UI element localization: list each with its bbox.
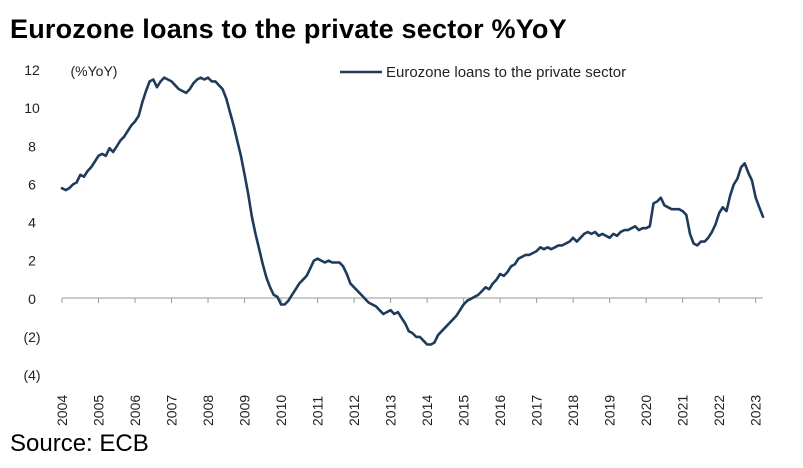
y-tick-label: (2) <box>23 329 40 345</box>
chart-title: Eurozone loans to the private sector %Yo… <box>10 14 567 44</box>
y-tick-label: 2 <box>28 253 36 269</box>
x-tick-label: 2014 <box>419 395 435 426</box>
x-tick-label: 2019 <box>602 395 618 426</box>
x-tick-label: 2017 <box>529 395 545 426</box>
x-tick-label: 2008 <box>200 395 216 426</box>
source-note: Source: ECB <box>10 430 149 457</box>
x-tick-label: 2015 <box>456 395 472 426</box>
x-tick-label: 2009 <box>237 395 253 426</box>
x-tick-label: 2020 <box>638 395 654 426</box>
x-tick-label: 2023 <box>748 395 764 426</box>
y-tick-label: 10 <box>24 100 40 116</box>
x-tick-label: 2021 <box>675 395 691 426</box>
x-tick-label: 2016 <box>492 395 508 426</box>
series-line-eurozone-loans <box>60 76 765 346</box>
y-tick-label: (4) <box>23 367 40 383</box>
x-tick-label: 2004 <box>54 395 70 426</box>
y-tick-label: 0 <box>28 291 36 307</box>
y-tick-label: 4 <box>28 215 36 231</box>
x-tick-label: 2013 <box>383 395 399 426</box>
x-tick-label: 2007 <box>164 395 180 426</box>
y-tick-label: 8 <box>28 138 36 154</box>
x-tick-label: 2011 <box>310 396 326 426</box>
y-axis-label: (%YoY) <box>71 63 118 79</box>
x-tick-label: 2022 <box>711 395 727 426</box>
x-tick-label: 2010 <box>273 395 289 426</box>
x-tick-label: 2006 <box>127 395 143 426</box>
y-tick-label: 12 <box>24 62 40 78</box>
x-tick-label: 2012 <box>346 395 362 426</box>
legend-label: Eurozone loans to the private sector <box>386 64 626 81</box>
x-tick-label: 2005 <box>91 395 107 426</box>
x-tick-label: 2018 <box>565 395 581 426</box>
x-axis-ticks: 2004 2005 2006 2007 2008 2009 2010 2011 2012 2013… <box>54 298 764 426</box>
y-tick-label: 6 <box>28 176 36 192</box>
y-axis-ticks: 12 10 8 6 4 2 0 (2) (4) <box>23 62 40 383</box>
